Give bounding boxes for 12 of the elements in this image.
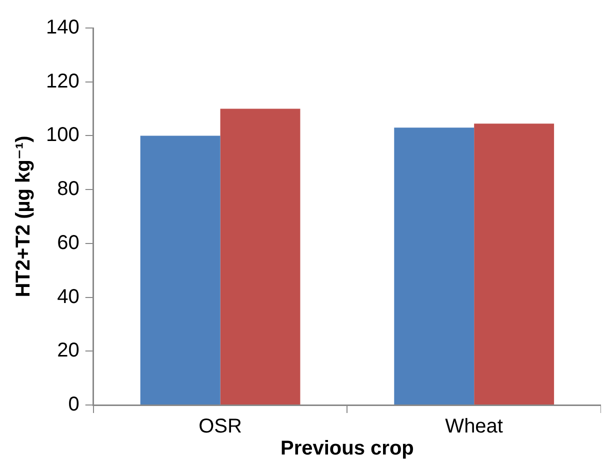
y-axis-title: HT2+T2 (µg kg⁻¹): [12, 136, 35, 298]
x-tick-label: OSR: [198, 416, 242, 438]
y-tick-label: 60: [57, 232, 80, 254]
y-tick-label: 40: [57, 286, 80, 308]
y-tick-label: 120: [46, 70, 80, 92]
x-tick-label: Wheat: [445, 416, 504, 438]
y-tick-label: 0: [68, 394, 80, 416]
y-tick-label: 100: [46, 124, 80, 146]
y-tick-label: 80: [57, 178, 80, 200]
x-axis-title: Previous crop: [280, 438, 414, 460]
y-tick-label: 140: [46, 16, 80, 39]
y-tick-label: 20: [57, 340, 80, 362]
